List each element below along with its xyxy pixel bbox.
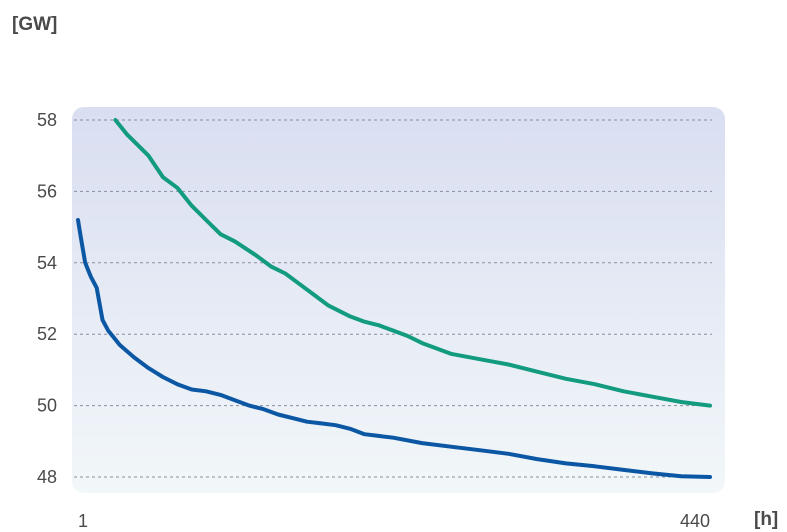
series-lines <box>76 118 712 479</box>
y-axis-ticks: 58 56 54 52 50 48 <box>37 110 57 487</box>
y-tick-label-50: 50 <box>37 396 57 416</box>
x-tick-label-440: 440 <box>680 511 710 531</box>
x-tick-label-1: 1 <box>78 511 88 531</box>
series-line-2 <box>76 218 712 479</box>
y-tick-label-52: 52 <box>37 324 57 344</box>
series-line-1 <box>113 118 712 408</box>
gridlines <box>74 119 712 478</box>
y-tick-label-48: 48 <box>37 467 57 487</box>
y-axis-unit-label: [GW] <box>12 14 58 35</box>
x-axis-ticks: 1 440 <box>78 511 710 531</box>
y-tick-label-54: 54 <box>37 253 57 273</box>
y-tick-label-56: 56 <box>37 181 57 201</box>
y-tick-label-58: 58 <box>37 110 57 130</box>
plot-background <box>72 107 725 493</box>
x-axis-unit-label: [h] <box>754 509 779 530</box>
